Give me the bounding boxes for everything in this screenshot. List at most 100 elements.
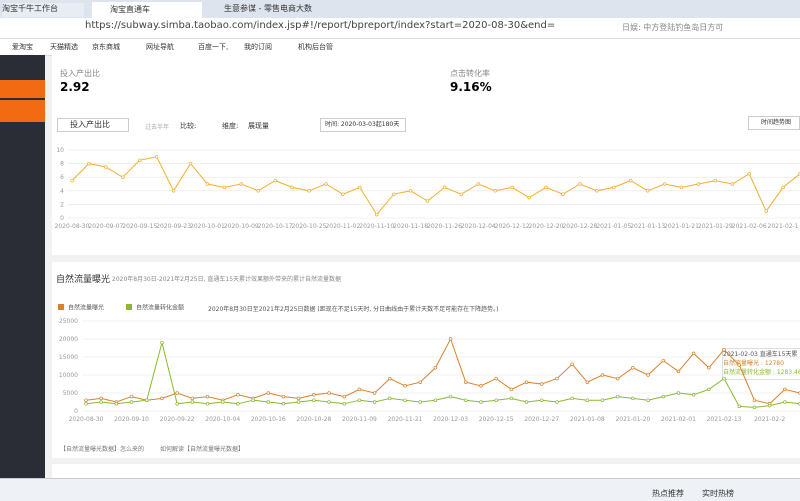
point: [646, 398, 650, 402]
url[interactable]: https://subway.simba.taobao.com/index.js…: [85, 20, 555, 31]
point: [388, 396, 392, 401]
point: [722, 348, 726, 352]
point: [722, 376, 726, 381]
point: [662, 182, 667, 186]
compare-label: 比较:: [180, 122, 197, 130]
tab[interactable]: 生意参谋 - 零售电商大数: [224, 4, 312, 13]
legend-label: 自然流量曝光: [68, 304, 104, 312]
dimension-value[interactable]: 展现量: [248, 122, 269, 130]
point: [175, 402, 179, 406]
x-tick-label: 2021-01-20: [615, 416, 650, 423]
help-link[interactable]: 如何解读【自然流量曝光数据】: [160, 446, 245, 453]
x-tick-label: 2021-01-21: [664, 223, 699, 230]
x-tick-label: 2020-11-26: [427, 223, 462, 230]
point: [544, 185, 548, 190]
point: [646, 373, 650, 377]
point: [524, 400, 529, 404]
x-tick-label: 2020-10-25: [292, 223, 327, 230]
charts: 02468102020-08-302020-09-072020-09-15202…: [55, 147, 800, 423]
point: [296, 400, 301, 404]
x-tick-label: 2020-11-18: [393, 223, 428, 230]
point: [281, 394, 286, 399]
point: [679, 185, 684, 190]
search-box[interactable]: 日娱: 中方登陆钓鱼岛日方可: [622, 23, 724, 32]
point: [448, 337, 453, 341]
point: [236, 393, 240, 397]
y-tick-label: 2: [60, 201, 64, 208]
point: [87, 161, 91, 166]
note: 2020年8月30日至2021年2月25日数据 (距现在不足15天时, 分日曲线…: [208, 306, 499, 313]
sidebar-item[interactable]: [0, 100, 45, 122]
tooltip-title: 2021-02-03 直通车15天累: [723, 351, 798, 358]
y-tick-label: 10: [56, 147, 64, 154]
point: [555, 376, 559, 381]
help-link[interactable]: 【自然流量曝光数据】怎么来的: [60, 446, 145, 453]
point: [494, 398, 498, 402]
metric-value: 2.92: [60, 80, 90, 94]
bookmark[interactable]: 天猫精选: [50, 43, 78, 51]
point: [425, 199, 430, 203]
tab[interactable]: 淘宝直通车: [92, 2, 202, 18]
x-tick-label: 2021-02-2: [754, 416, 785, 423]
y-tick-label: 0: [60, 215, 64, 222]
point: [137, 158, 142, 162]
point: [327, 400, 331, 404]
point: [781, 185, 785, 190]
metric-label: 点击转化率: [450, 69, 490, 78]
point: [479, 384, 483, 388]
bookmark[interactable]: 百度一下,: [198, 43, 229, 51]
point: [418, 400, 422, 404]
bookmark[interactable]: 我的订阅: [244, 43, 272, 51]
x-tick-label: 2020-11-09: [342, 416, 377, 423]
bookmark[interactable]: 京东商城: [92, 43, 120, 51]
y-tick-label: 15000: [59, 354, 78, 361]
x-tick-label: 2020-09-07: [88, 223, 123, 230]
select[interactable]: 投入产出比: [57, 118, 129, 132]
point: [510, 185, 514, 190]
point: [493, 189, 498, 193]
series-line: [85, 342, 800, 408]
status-item[interactable]: 实时热榜: [702, 489, 734, 498]
point: [442, 185, 447, 190]
x-tick-label: 2020-10-16: [251, 416, 286, 423]
point: [595, 189, 599, 193]
range[interactable]: 过去半年: [145, 124, 170, 131]
x-tick-label: 2021-01-29: [698, 223, 733, 230]
time-select[interactable]: 时间: 2020-03-03起180天: [320, 118, 406, 132]
y-tick-label: 6: [60, 174, 64, 181]
bookmark[interactable]: 机构后台管: [298, 43, 333, 51]
bookmark[interactable]: 爱淘宝: [12, 43, 33, 51]
point: [403, 384, 407, 388]
point: [676, 391, 681, 395]
point: [357, 387, 362, 392]
point: [84, 398, 88, 402]
point: [190, 396, 195, 401]
point: [418, 380, 422, 384]
x-tick-label: 2021-01-13: [630, 223, 665, 230]
tab[interactable]: 淘宝千牛工作台: [2, 3, 84, 17]
point: [70, 178, 74, 183]
point: [752, 398, 757, 402]
point: [707, 366, 711, 370]
legend-swatch: [126, 304, 132, 310]
point: [408, 189, 413, 193]
point: [324, 182, 328, 186]
x-tick-label: 2020-08-30: [69, 416, 104, 423]
point: [509, 387, 514, 392]
point: [154, 155, 159, 159]
point: [266, 400, 271, 404]
point: [561, 192, 565, 196]
x-tick-label: 2020-10-17: [258, 223, 293, 230]
point: [190, 400, 195, 404]
y-tick-label: 10000: [59, 372, 78, 379]
point: [281, 402, 286, 406]
point: [99, 400, 103, 404]
point: [691, 351, 696, 356]
y-tick-label: 0: [74, 408, 78, 415]
status-item[interactable]: 热点推荐: [652, 489, 684, 498]
point: [374, 212, 379, 217]
sidebar-active[interactable]: [0, 80, 45, 98]
point: [764, 209, 768, 213]
bookmark[interactable]: 网址导航: [146, 43, 174, 51]
